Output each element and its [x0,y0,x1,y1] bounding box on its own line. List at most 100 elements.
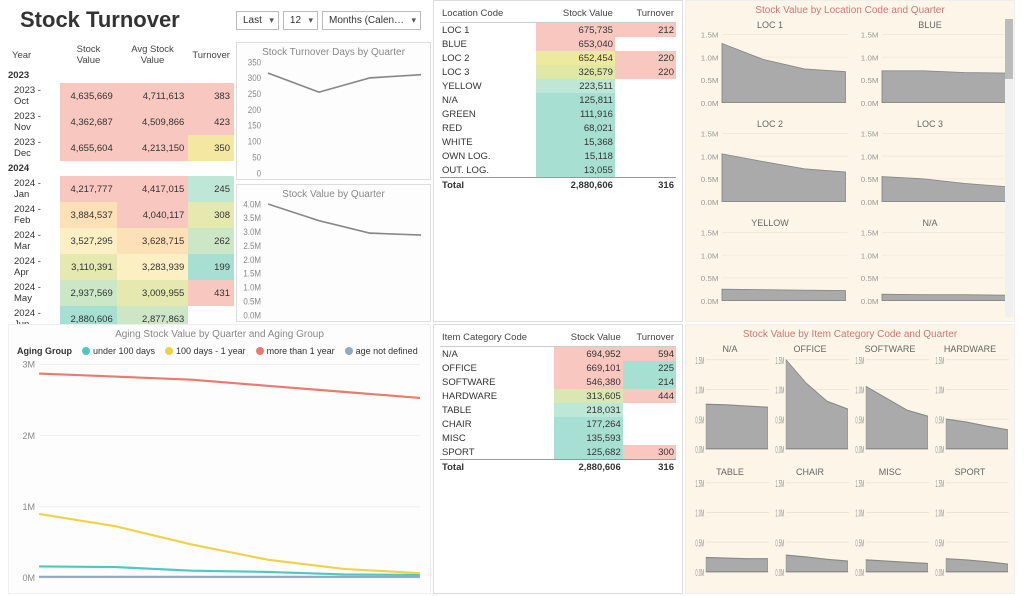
svg-text:0.0M: 0.0M [701,99,719,107]
sm-panel[interactable]: OFFICE1.5M1.0M0.5M0.0M [770,344,850,467]
sm-panel[interactable]: YELLOW1.5M1.0M0.5M0.0M [690,218,850,317]
svg-text:0.5M: 0.5M [935,537,944,549]
matrix-row[interactable]: 2024 - Mar3,527,2953,628,715262 [8,228,234,254]
matrix-row[interactable]: 2024 - Feb3,884,5374,040,117308 [8,202,234,228]
sm-panel[interactable]: N/A1.5M 1.0M 0.5M 0.0M [850,218,1010,317]
table-row[interactable]: MISC135,593 [440,431,676,445]
matrix-row[interactable]: 2023 - Nov4,362,6874,509,866423 [8,109,234,135]
table-row[interactable]: LOC 2652,454220 [440,51,676,65]
turnover-days-chart[interactable]: Stock Turnover Days by Quarter 350300250… [236,42,431,180]
sm-panel[interactable]: SOFTWARE1.5M1.0M0.5M0.0M [850,344,930,467]
table-row[interactable]: CHAIR177,264 [440,417,676,431]
table-row[interactable]: TABLE218,031 [440,403,676,417]
svg-text:300: 300 [248,73,262,84]
svg-text:0.5M: 0.5M [855,414,864,426]
svg-text:1.5M: 1.5M [695,355,704,367]
legend-item[interactable]: 100 days - 1 year [165,346,246,356]
sm-panel[interactable]: HARDWARE1.5M1.0M0.5M0.0M [930,344,1010,467]
svg-text:1.5M: 1.5M [861,130,879,139]
svg-text:1.0M: 1.0M [695,385,704,397]
table-row[interactable]: OWN LOG.15,118 [440,149,676,163]
svg-text:0.0M: 0.0M [695,444,704,455]
svg-text:1.5M: 1.5M [861,229,879,238]
table-row[interactable]: HARDWARE313,605444 [440,389,676,403]
scrollbar[interactable] [1005,19,1013,317]
sm-panel[interactable]: CHAIR1.5M1.0M0.5M0.0M [770,467,850,590]
table-col-header: Turnover [615,5,676,23]
matrix-col-header: Year [8,42,60,68]
svg-text:0.0M: 0.0M [775,444,784,455]
svg-text:0.0M: 0.0M [855,444,864,455]
period-unit-select[interactable]: Months (Calen… [322,11,421,30]
table-row[interactable]: N/A125,811 [440,93,676,107]
table-row[interactable]: LOC 3326,579220 [440,65,676,79]
table-row[interactable]: RED68,021 [440,121,676,135]
svg-text:2.5M: 2.5M [243,241,261,252]
chart-title: Stock Value by Location Code and Quarter [686,1,1014,20]
svg-text:0.5M: 0.5M [935,414,944,426]
svg-text:0.0M: 0.0M [861,198,879,206]
svg-text:1.0M: 1.0M [861,54,879,63]
svg-text:1.0M: 1.0M [855,507,864,519]
table-row[interactable]: WHITE15,368 [440,135,676,149]
period-n-select[interactable]: 12 [283,11,318,30]
svg-text:0.5M: 0.5M [775,414,784,426]
sm-panel-title: YELLOW [690,218,850,228]
location-sm-chart[interactable]: Stock Value by Location Code and Quarter… [685,0,1015,322]
table-row[interactable]: SOFTWARE546,380214 [440,375,676,389]
year-month-matrix[interactable]: YearStock ValueAvg Stock ValueTurnover 2… [8,42,234,322]
matrix-row[interactable]: 2024 - May2,937,5693,009,955431 [8,280,234,306]
svg-text:1.0M: 1.0M [243,282,261,293]
sm-panel[interactable]: LOC 11.5M1.0M0.5M0.0M [690,20,850,119]
legend-item[interactable]: more than 1 year [256,346,335,356]
legend-item[interactable]: age not defined [345,346,418,356]
svg-text:150: 150 [248,120,262,131]
table-row[interactable]: BLUE653,040 [440,37,676,51]
sm-panel[interactable]: N/A1.5M1.0M0.5M0.0M [690,344,770,467]
sm-panel[interactable]: LOC 21.5M1.0M0.5M0.0M [690,119,850,218]
svg-text:1.0M: 1.0M [861,252,879,261]
svg-text:0.0M: 0.0M [695,566,704,577]
sm-panel-title: SPORT [930,467,1010,477]
sm-panel-title: N/A [690,344,770,354]
table-row[interactable]: OFFICE669,101225 [440,361,676,375]
location-table[interactable]: Location CodeStock ValueTurnover LOC 167… [433,0,683,322]
table-row[interactable]: SPORT125,682300 [440,445,676,460]
svg-text:0.0M: 0.0M [935,566,944,577]
sm-panel-title: MISC [850,467,930,477]
matrix-row[interactable]: 2023 - Oct4,635,6694,711,613383 [8,83,234,109]
table-row[interactable]: YELLOW223,511 [440,79,676,93]
svg-text:1.0M: 1.0M [701,153,719,162]
sm-panel[interactable]: BLUE1.5M1.0M0.5M0.0M [850,20,1010,119]
sm-panel-title: BLUE [850,20,1010,30]
sm-panel[interactable]: MISC1.5M1.0M0.5M0.0M [850,467,930,590]
svg-text:0.5M: 0.5M [861,274,879,283]
category-sm-chart[interactable]: Stock Value by Item Category Code and Qu… [685,324,1015,594]
table-row[interactable]: LOC 1675,735212 [440,23,676,38]
matrix-row[interactable]: 2024 - Apr3,110,3913,283,939199 [8,254,234,280]
svg-text:0.0M: 0.0M [861,297,879,305]
category-table[interactable]: Item Category CodeStock ValueTurnover N/… [433,324,683,594]
svg-text:1.5M: 1.5M [935,355,944,367]
chart-title: Stock Turnover Days by Quarter [237,43,430,62]
legend-item[interactable]: under 100 days [82,346,155,356]
svg-text:0.0M: 0.0M [701,198,719,206]
sm-panel-title: N/A [850,218,1010,228]
aging-chart[interactable]: Aging Stock Value by Quarter and Aging G… [8,324,431,594]
sm-panel-title: SOFTWARE [850,344,930,354]
matrix-row[interactable]: 2023 - Dec4,655,6044,213,150350 [8,135,234,161]
svg-text:0.0M: 0.0M [701,297,719,305]
sm-panel[interactable]: TABLE1.5M1.0M0.5M0.0M [690,467,770,590]
scrollbar-thumb[interactable] [1005,19,1013,79]
matrix-row[interactable]: 2024 - Jan4,217,7774,417,015245 [8,176,234,202]
table-col-header: Turnover [623,329,676,347]
stock-value-chart[interactable]: Stock Value by Quarter 4.0M3.5M3.0M2.5M2… [236,184,431,322]
legend-title: Aging Group [17,346,72,356]
period-mode-select[interactable]: Last [236,11,279,30]
matrix-col-header: Avg Stock Value [117,42,189,68]
table-row[interactable]: OUT. LOG.13,055 [440,163,676,178]
table-row[interactable]: GREEN111,916 [440,107,676,121]
sm-panel[interactable]: SPORT1.5M1.0M0.5M0.0M [930,467,1010,590]
table-row[interactable]: N/A694,952594 [440,347,676,362]
sm-panel[interactable]: LOC 31.5M1.0M0.5M0.0M [850,119,1010,218]
